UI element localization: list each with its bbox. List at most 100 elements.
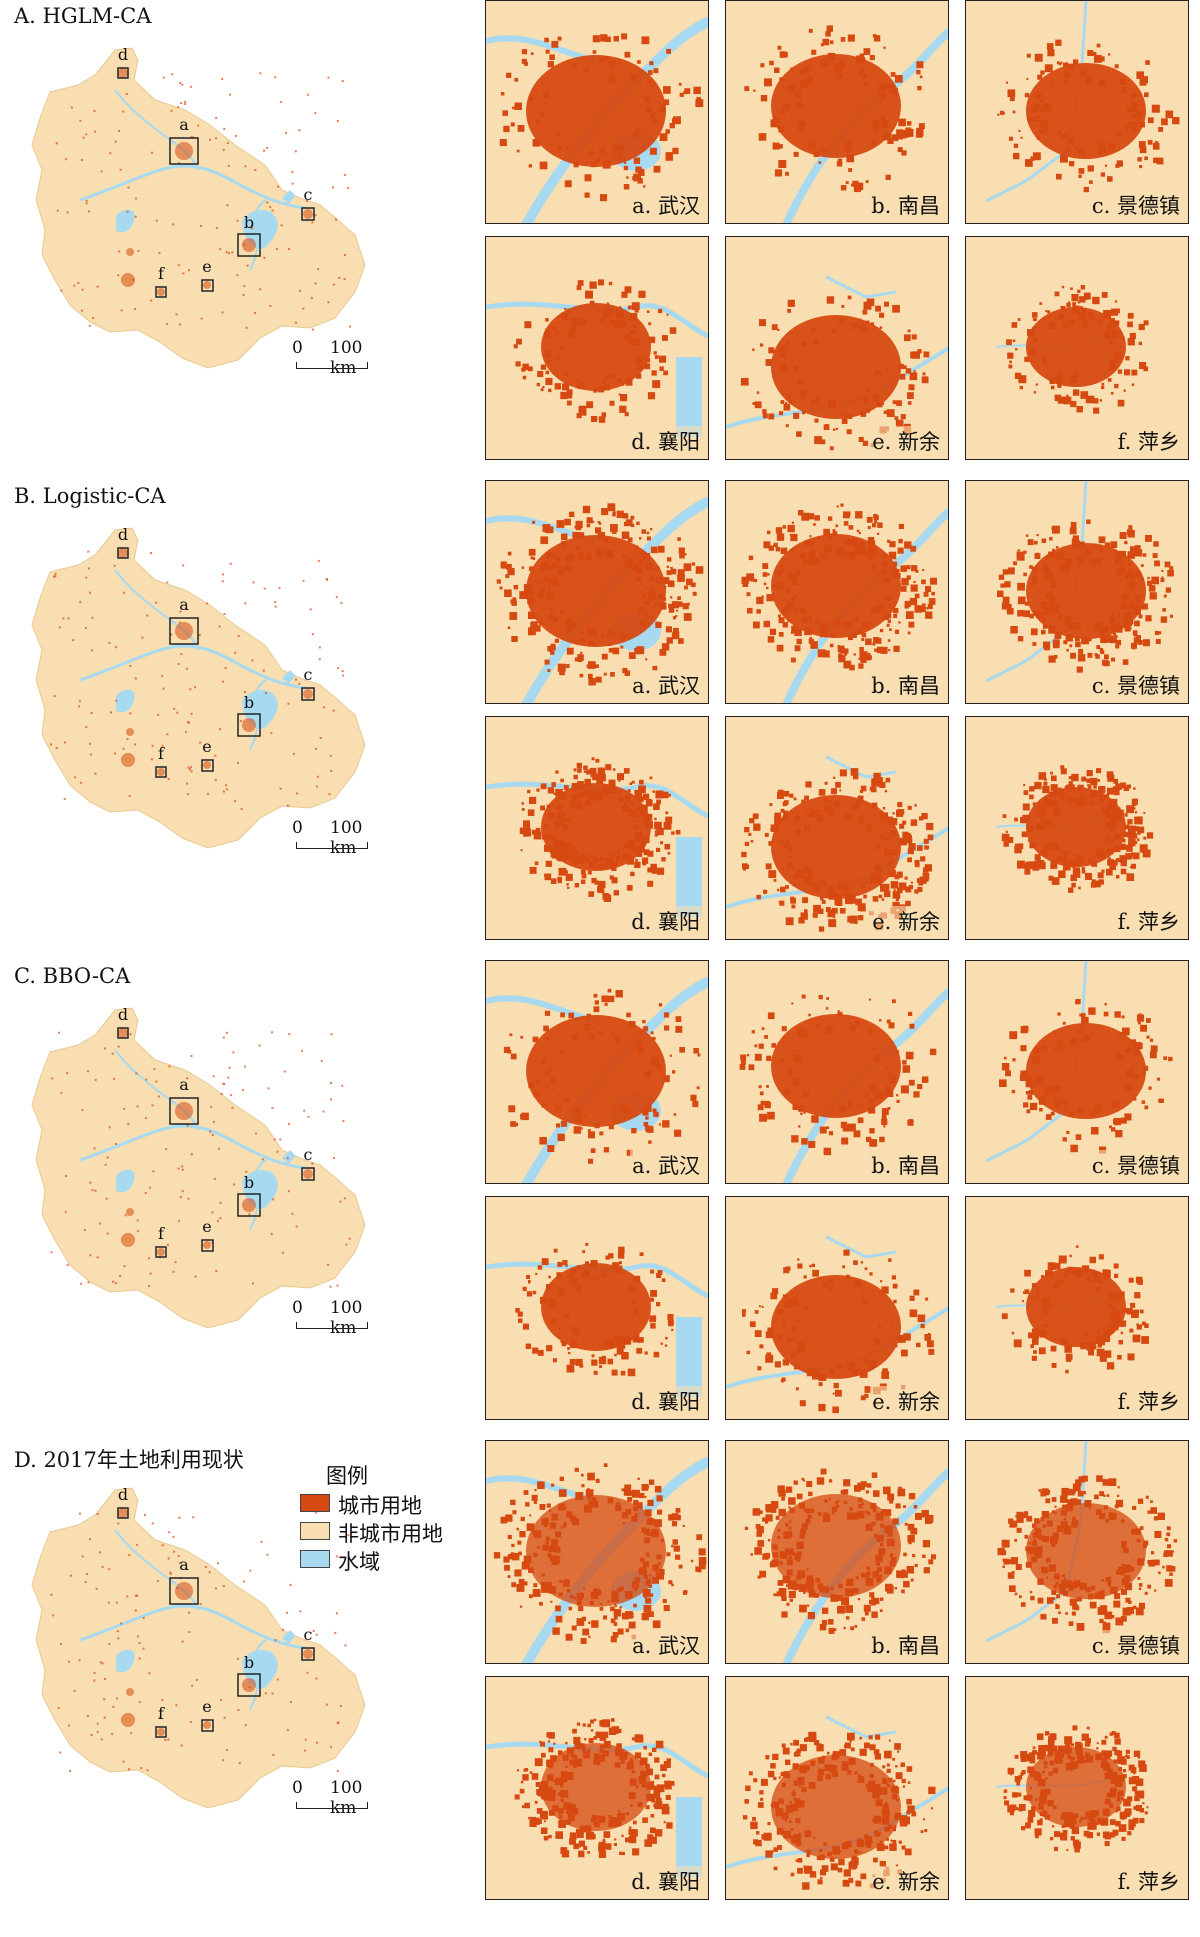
urban-cluster bbox=[303, 209, 313, 219]
urban-patch bbox=[894, 416, 899, 421]
urban-patch bbox=[1165, 587, 1172, 593]
urban-patch bbox=[904, 334, 911, 342]
urban-patch bbox=[564, 372, 568, 376]
marker-letter-b: b bbox=[244, 693, 254, 712]
urban-patch bbox=[796, 1551, 802, 1557]
urban-patch bbox=[1148, 585, 1156, 592]
urban-patch bbox=[1094, 1494, 1099, 1500]
urban-patch bbox=[576, 1265, 581, 1269]
scale-line bbox=[296, 842, 368, 849]
urban-speck bbox=[60, 289, 63, 292]
urban-patch bbox=[1072, 1604, 1078, 1610]
urban-patch bbox=[522, 1286, 527, 1291]
urban-speck bbox=[84, 1581, 87, 1583]
urban-patch bbox=[1104, 1003, 1107, 1006]
urban-speck bbox=[186, 782, 189, 785]
urban-patch bbox=[1087, 784, 1090, 787]
urban-patch bbox=[1029, 794, 1034, 800]
urban-patch bbox=[1137, 640, 1143, 645]
urban-patch bbox=[611, 1590, 619, 1598]
urban-patch bbox=[555, 1531, 561, 1538]
city-panel-d: d. 襄阳 bbox=[485, 1676, 709, 1900]
urban-patch bbox=[523, 1323, 529, 1330]
urban-patch bbox=[1153, 541, 1159, 547]
urban-patch bbox=[1034, 553, 1041, 559]
urban-patch bbox=[1033, 1350, 1037, 1354]
urban-patch bbox=[1103, 794, 1109, 800]
urban-patch bbox=[1055, 1604, 1060, 1610]
urban-patch bbox=[656, 1273, 662, 1278]
urban-patch bbox=[838, 317, 845, 324]
urban-patch bbox=[1145, 615, 1152, 622]
urban-patch bbox=[1109, 837, 1115, 844]
urban-patch bbox=[548, 788, 551, 792]
urban-patch bbox=[793, 1739, 799, 1746]
urban-patch bbox=[1086, 1276, 1091, 1282]
urban-patch bbox=[635, 357, 643, 364]
urban-patch bbox=[564, 1097, 570, 1103]
urban-patch bbox=[885, 174, 891, 180]
urban-patch bbox=[867, 1028, 870, 1030]
urban-patch bbox=[1086, 519, 1091, 524]
urban-patch bbox=[891, 1275, 896, 1280]
urban-patch bbox=[903, 1333, 911, 1341]
urban-patch bbox=[1062, 1098, 1066, 1102]
urban-patch bbox=[742, 581, 749, 587]
urban-patch bbox=[1041, 1511, 1049, 1519]
urban-patch bbox=[1115, 812, 1119, 816]
urban-patch bbox=[568, 1813, 575, 1821]
urban-speck bbox=[341, 1084, 344, 1087]
urban-speck bbox=[281, 1251, 284, 1254]
urban-patch bbox=[884, 789, 888, 793]
urban-patch bbox=[1052, 525, 1060, 534]
urban-patch bbox=[676, 609, 679, 612]
urban-patch bbox=[583, 1751, 591, 1759]
urban-patch bbox=[879, 1136, 885, 1143]
urban-patch bbox=[806, 76, 814, 84]
urban-patch bbox=[1166, 1565, 1173, 1572]
urban-patch bbox=[906, 565, 911, 570]
marker-box-f bbox=[155, 286, 167, 298]
urban-patch bbox=[772, 583, 777, 589]
urban-patch bbox=[595, 664, 599, 668]
urban-patch bbox=[651, 1057, 659, 1066]
urban-patch bbox=[866, 516, 873, 523]
urban-patch bbox=[824, 781, 828, 785]
urban-patch bbox=[585, 858, 590, 863]
urban-patch bbox=[834, 619, 841, 626]
urban-patch bbox=[1108, 360, 1116, 368]
urban-patch bbox=[776, 1591, 782, 1597]
urban-speck bbox=[126, 1595, 129, 1598]
urban-patch bbox=[654, 1774, 660, 1780]
urban-patch bbox=[621, 1851, 625, 1855]
urban-speck bbox=[146, 614, 149, 617]
urban-patch bbox=[654, 821, 662, 830]
urban-patch bbox=[832, 1770, 839, 1777]
urban-patch bbox=[886, 623, 890, 627]
urban-patch bbox=[1040, 1613, 1047, 1620]
urban-patch bbox=[816, 536, 821, 540]
urban-patch bbox=[1034, 116, 1039, 121]
urban-patch bbox=[1072, 1516, 1076, 1520]
urban-patch bbox=[904, 876, 908, 880]
urban-patch bbox=[557, 565, 561, 569]
urban-patch bbox=[670, 596, 673, 599]
urban-patch bbox=[1127, 784, 1131, 789]
urban-patch bbox=[921, 813, 928, 820]
urban-patch bbox=[587, 1472, 595, 1481]
urban-speck bbox=[90, 1734, 93, 1736]
urban-patch bbox=[591, 1277, 596, 1281]
urban-patch bbox=[888, 1777, 893, 1783]
urban-speck bbox=[117, 1045, 120, 1048]
urban-patch bbox=[1002, 1558, 1006, 1562]
urban-speck bbox=[85, 576, 88, 579]
urban-patch bbox=[666, 1822, 673, 1829]
urban-patch bbox=[544, 331, 551, 338]
urban-patch bbox=[529, 1514, 532, 1517]
urban-speck bbox=[221, 311, 224, 314]
urban-patch bbox=[592, 50, 597, 54]
urban-patch bbox=[1110, 392, 1114, 395]
urban-patch bbox=[782, 525, 786, 529]
urban-patch bbox=[884, 1525, 893, 1534]
urban-patch bbox=[1081, 869, 1086, 874]
